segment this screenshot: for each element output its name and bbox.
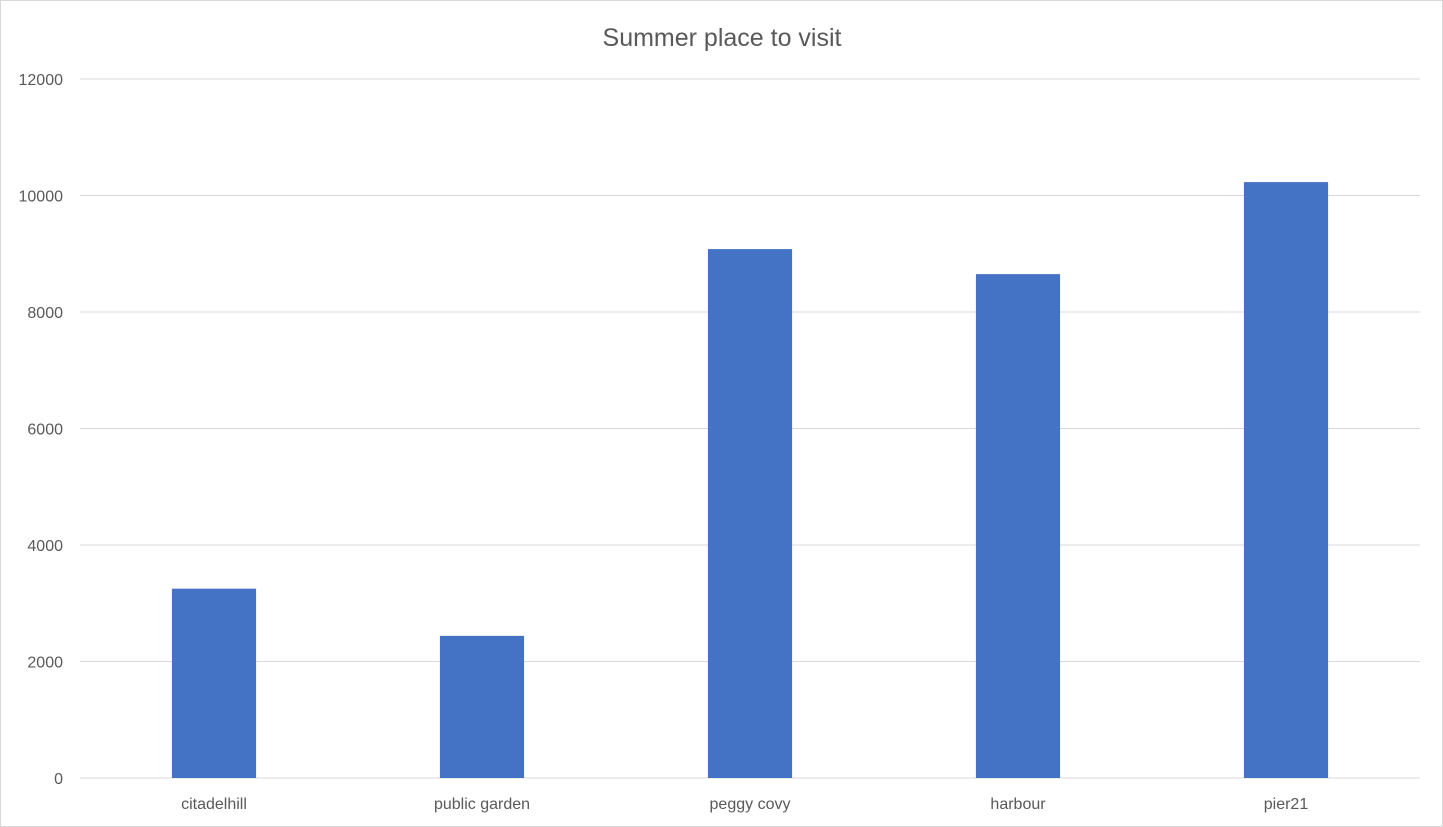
x-tick-label: citadelhill <box>181 796 247 813</box>
y-tick-label: 2000 <box>27 655 63 672</box>
chart-title: Summer place to visit <box>603 24 842 52</box>
x-tick-label: public garden <box>434 796 530 813</box>
bars <box>171 182 1329 779</box>
y-tick-label: 4000 <box>27 538 63 555</box>
bar <box>707 249 793 779</box>
bar <box>975 274 1061 778</box>
bar <box>171 588 257 778</box>
y-tick-label: 6000 <box>27 422 63 439</box>
x-tick-label: peggy covy <box>710 796 791 813</box>
y-tick-label: 12000 <box>19 72 64 89</box>
bar <box>439 635 525 778</box>
y-tick-label: 0 <box>54 771 63 788</box>
x-tick-label: pier21 <box>1264 796 1309 813</box>
bar <box>1243 182 1329 779</box>
y-axis-tick-labels: 0 2000 4000 6000 8000 10000 12000 <box>19 72 64 788</box>
y-tick-label: 10000 <box>19 189 64 206</box>
y-tick-label: 8000 <box>27 305 63 322</box>
x-tick-label: harbour <box>990 796 1046 813</box>
x-axis-tick-labels: citadelhill public garden peggy covy harbou… <box>181 796 1308 813</box>
